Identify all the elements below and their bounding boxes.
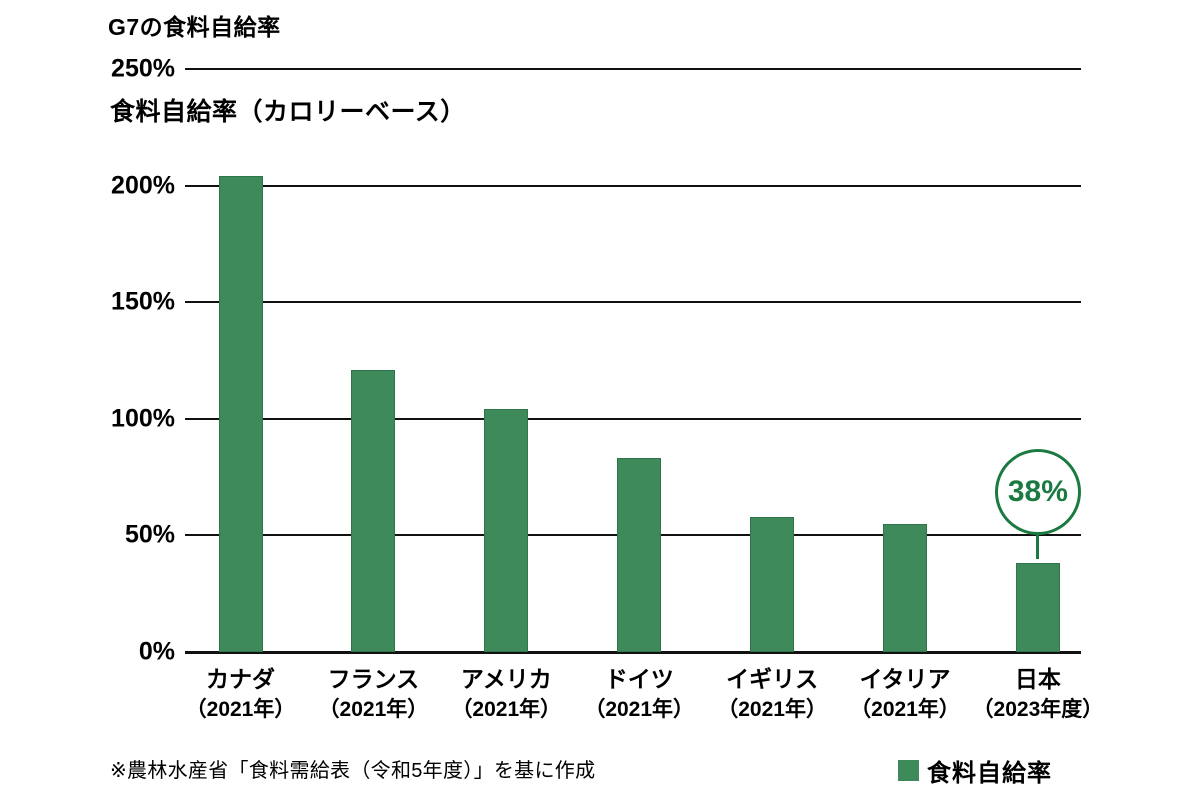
x-axis-year: （2021年） (318, 697, 429, 721)
x-axis-country: カナダ (206, 666, 275, 692)
gridline-250 (185, 68, 1081, 70)
x-axis-year: （2021年） (185, 697, 296, 721)
x-axis-year: （2021年） (717, 697, 827, 721)
x-axis-country: アメリカ (460, 666, 552, 692)
x-axis-year: （2021年） (584, 697, 695, 721)
chart-subtitle: 食料自給率（カロリーベース） (110, 98, 466, 126)
gridline-0 (185, 651, 1081, 654)
bar-ドイツ (617, 458, 662, 652)
bar-フランス (351, 369, 396, 652)
x-axis-label-フランス: フランス （2021年） (293, 664, 453, 725)
source-note: ※農林水産省「食料需給表（令和5年度）」を基に作成 (110, 760, 596, 782)
y-axis-tick-200: 200% (111, 171, 175, 200)
gridline-200 (185, 184, 1081, 187)
bar-カナダ (218, 176, 263, 652)
gridline-100 (185, 417, 1081, 420)
x-axis-label-ドイツ: ドイツ （2021年） (559, 664, 719, 725)
gridline-150 (185, 301, 1081, 304)
x-axis-year: （2023年度） (972, 697, 1104, 721)
y-axis-tick-100: 100% (111, 404, 175, 433)
legend-label: 食料自給率 (927, 760, 1052, 787)
y-axis-tick-0: 0% (138, 637, 175, 666)
bar-イタリア (883, 523, 927, 652)
x-axis-year: （2021年） (451, 697, 562, 721)
japan-value-callout: 38% (994, 449, 1081, 535)
x-axis-country: ドイツ (604, 666, 674, 692)
x-axis-label-カナダ: カナダ （2021年） (161, 664, 321, 725)
y-axis-tick-250: 250% (111, 54, 175, 83)
bar-日本 (1015, 563, 1060, 652)
x-axis-label-イタリア: イタリア （2021年） (825, 664, 985, 725)
chart-title: G7の食料自給率 (108, 14, 281, 40)
callout-connector-line (1036, 535, 1040, 560)
y-axis-tick-150: 150% (111, 287, 175, 316)
bar-アメリカ (484, 409, 529, 652)
y-axis-tick-50: 50% (124, 520, 175, 549)
x-axis-country: 日本 (1014, 666, 1061, 692)
legend-swatch (898, 760, 919, 781)
legend: 食料自給率 (898, 753, 1052, 788)
x-axis-year: （2021年） (850, 697, 960, 721)
x-axis-label-アメリカ: アメリカ （2021年） (426, 664, 586, 725)
x-axis-country: イタリア (859, 666, 951, 692)
x-axis-label-日本: 日本 （2023年度） (958, 664, 1118, 725)
x-axis-country: フランス (327, 666, 420, 692)
x-axis-label-イギリス: イギリス （2021年） (692, 664, 852, 725)
bar-イギリス (750, 516, 795, 652)
x-axis-country: イギリス (726, 666, 819, 692)
